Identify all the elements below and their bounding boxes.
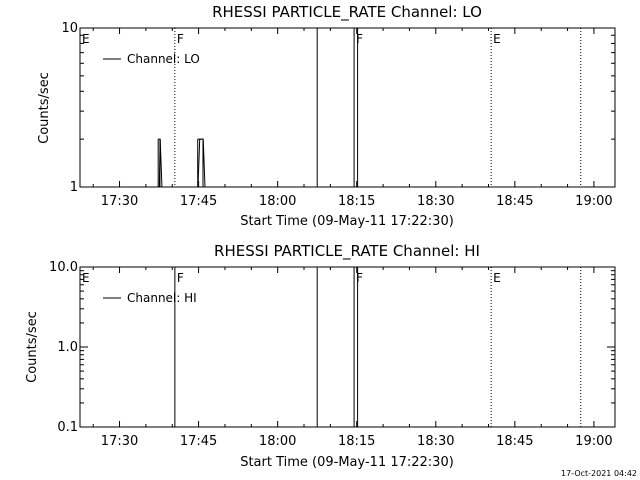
flag-label: F bbox=[177, 271, 184, 285]
series-segment bbox=[157, 139, 159, 188]
x-tick-label: 17:45 bbox=[180, 434, 217, 449]
series-segment bbox=[195, 139, 199, 188]
flag-label: E bbox=[493, 271, 501, 285]
flag-label: E bbox=[82, 32, 90, 46]
legend-label-hi: Channel: HI bbox=[127, 291, 197, 305]
x-tick-label: 18:15 bbox=[338, 194, 375, 209]
flag-label: E bbox=[82, 271, 90, 285]
flag-label: E bbox=[493, 32, 501, 46]
plot-frame-lo bbox=[79, 27, 616, 188]
legend-label-lo: Channel: LO bbox=[127, 52, 200, 66]
flag-label: F bbox=[356, 32, 363, 46]
x-tick-label: 18:45 bbox=[496, 434, 533, 449]
x-tick-label: 17:30 bbox=[101, 194, 138, 209]
flag-label: F bbox=[356, 271, 363, 285]
x-tick-label: 18:30 bbox=[417, 194, 454, 209]
series-segment bbox=[201, 138, 204, 187]
series-lo bbox=[157, 138, 206, 188]
y-axis-hi: 0.1 1.0 10.0 bbox=[49, 260, 615, 435]
series-segment bbox=[158, 138, 161, 187]
y-axis-label-hi: Counts/sec bbox=[25, 311, 40, 383]
plot-timestamp: 17-Oct-2021 04:42 bbox=[561, 469, 637, 478]
x-tick-label: 17:30 bbox=[101, 434, 138, 449]
series-edge bbox=[202, 139, 206, 188]
y-tick-label: 10.0 bbox=[49, 260, 78, 275]
x-tick-label: 18:00 bbox=[259, 194, 296, 209]
x-axis-label-lo: Start Time (09-May-11 17:22:30) bbox=[240, 214, 454, 229]
x-tick-label: 18:00 bbox=[259, 434, 296, 449]
x-tick-label: 17:45 bbox=[180, 194, 217, 209]
x-axis-lo: 17:30 17:45 18:00 18:15 18:30 18:45 19:00 bbox=[92, 28, 613, 209]
x-axis-label-hi: Start Time (09-May-11 17:22:30) bbox=[240, 455, 454, 470]
lo-channel-panel: RHESSI PARTICLE_RATE Channel: LO 1 10 17:… bbox=[37, 3, 616, 229]
hi-channel-panel: RHESSI PARTICLE_RATE Channel: HI 0.1 1.0 1… bbox=[25, 242, 616, 470]
x-tick-label: 19:00 bbox=[575, 194, 612, 209]
chart-title-hi: RHESSI PARTICLE_RATE Channel: HI bbox=[214, 242, 480, 261]
x-axis-hi: 17:30 17:45 18:00 18:15 18:30 18:45 19:00 bbox=[92, 267, 613, 449]
y-tick-label: 10 bbox=[61, 21, 78, 36]
x-tick-label: 18:15 bbox=[338, 434, 375, 449]
series-edge bbox=[197, 139, 201, 188]
y-tick-label: 0.1 bbox=[57, 420, 78, 435]
y-axis-label-lo: Counts/sec bbox=[37, 72, 52, 144]
flag-label: F bbox=[177, 32, 184, 46]
x-tick-label: 19:00 bbox=[575, 434, 612, 449]
y-tick-label: 1 bbox=[70, 180, 78, 195]
series-edge bbox=[159, 139, 163, 188]
y-tick-label: 1.0 bbox=[57, 340, 78, 355]
x-tick-label: 18:45 bbox=[496, 194, 533, 209]
y-axis-lo: 1 10 bbox=[61, 21, 615, 195]
x-tick-label: 18:30 bbox=[417, 434, 454, 449]
chart-title-lo: RHESSI PARTICLE_RATE Channel: LO bbox=[212, 3, 482, 22]
